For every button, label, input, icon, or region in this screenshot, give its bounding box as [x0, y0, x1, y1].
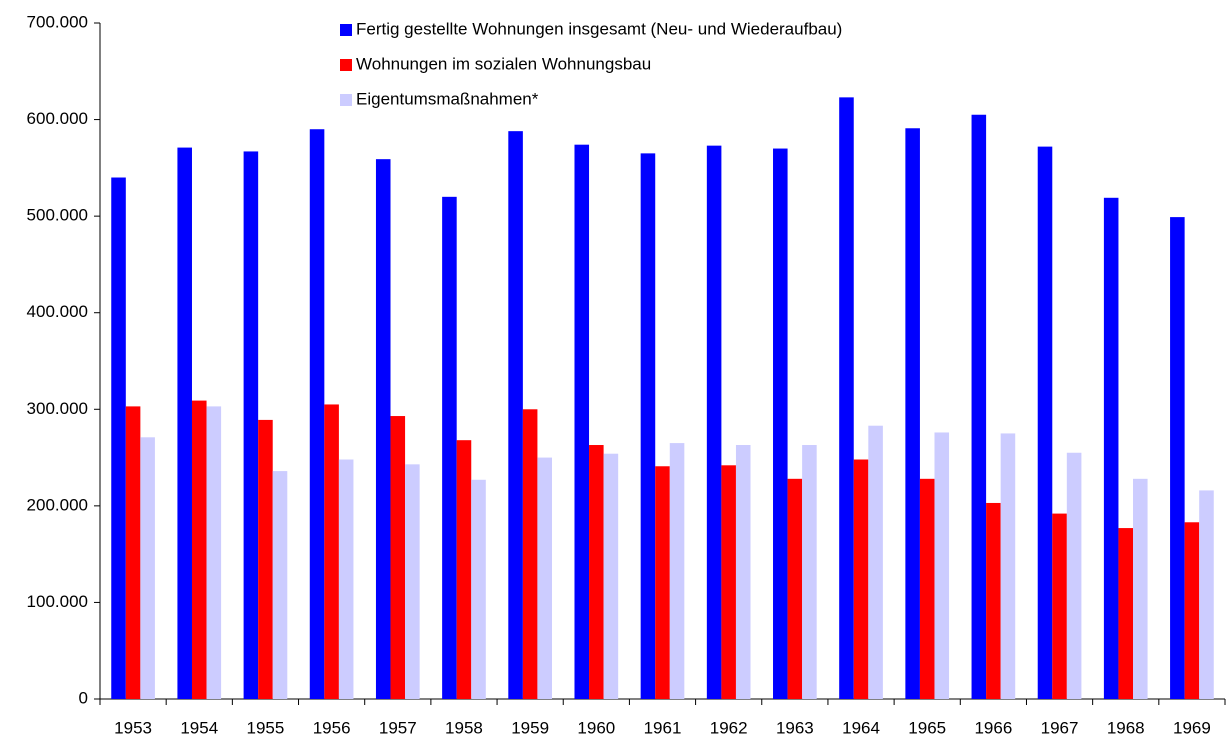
legend-swatch — [340, 59, 352, 71]
bar — [905, 128, 920, 699]
legend-label: Wohnungen im sozialen Wohnungsbau — [356, 54, 651, 73]
x-tick-label: 1964 — [842, 718, 880, 737]
bar — [868, 425, 883, 699]
bar — [1052, 513, 1067, 699]
bar — [1199, 490, 1214, 699]
x-tick-label: 1969 — [1173, 718, 1211, 737]
bar — [309, 129, 325, 699]
x-tick-label: 1958 — [445, 718, 483, 737]
bar — [589, 445, 604, 699]
bar — [1170, 217, 1185, 699]
bar — [140, 437, 155, 699]
bar — [1066, 452, 1082, 699]
bar — [375, 159, 391, 699]
bar — [1103, 197, 1119, 699]
bar — [206, 406, 222, 699]
bar — [934, 432, 950, 699]
x-tick-label: 1959 — [511, 718, 549, 737]
y-tick-label: 600.000 — [27, 109, 88, 128]
bar — [258, 419, 273, 699]
bar — [1184, 522, 1200, 699]
legend-swatch — [340, 24, 352, 36]
x-tick-label: 1960 — [577, 718, 615, 737]
bar — [537, 457, 552, 699]
bar — [243, 151, 259, 699]
y-tick-label: 500.000 — [27, 206, 88, 225]
bar — [456, 440, 472, 699]
x-tick-label: 1955 — [247, 718, 285, 737]
bar — [405, 464, 420, 699]
bar — [508, 131, 523, 699]
bar — [1000, 433, 1016, 699]
bar — [773, 148, 788, 700]
bar — [603, 453, 619, 699]
y-tick-label: 0 — [79, 688, 88, 707]
bar — [640, 153, 656, 699]
bar — [1133, 478, 1148, 699]
bar — [706, 145, 722, 699]
legend-swatch — [340, 94, 352, 106]
x-tick-label: 1966 — [974, 718, 1012, 737]
y-tick-label: 400.000 — [27, 302, 88, 321]
bar — [338, 459, 354, 699]
x-tick-label: 1956 — [313, 718, 351, 737]
x-tick-label: 1963 — [776, 718, 814, 737]
bar — [919, 478, 935, 699]
bar — [735, 445, 751, 699]
bar — [721, 465, 736, 699]
bar — [442, 196, 457, 700]
x-tick-label: 1957 — [379, 718, 417, 737]
bar — [853, 459, 869, 699]
bar — [1037, 146, 1053, 699]
bar — [655, 466, 670, 699]
x-tick-label: 1961 — [644, 718, 682, 737]
y-tick-label: 100.000 — [27, 592, 88, 611]
x-tick-label: 1953 — [114, 718, 152, 737]
bar — [522, 409, 538, 699]
bar — [111, 177, 126, 699]
legend-label: Fertig gestellte Wohnungen insgesamt (Ne… — [356, 19, 842, 38]
bar — [574, 144, 590, 699]
bar — [191, 400, 207, 699]
x-tick-label: 1967 — [1041, 718, 1079, 737]
y-tick-label: 700.000 — [27, 12, 88, 31]
bar — [802, 445, 817, 699]
bar — [125, 406, 141, 699]
bar — [471, 479, 486, 699]
legend-label: Eigentumsmaßnahmen* — [356, 89, 539, 108]
bar — [839, 97, 854, 700]
bar — [787, 478, 803, 699]
bar — [986, 502, 1001, 699]
bar — [177, 147, 192, 699]
y-tick-label: 200.000 — [27, 495, 88, 514]
bar — [272, 471, 288, 699]
y-tick-label: 300.000 — [27, 399, 88, 418]
x-tick-label: 1968 — [1107, 718, 1145, 737]
bar — [390, 416, 406, 699]
bar — [669, 443, 685, 699]
x-tick-label: 1965 — [908, 718, 946, 737]
bar — [324, 404, 339, 699]
x-tick-label: 1954 — [180, 718, 218, 737]
bar — [1118, 528, 1134, 699]
x-tick-label: 1962 — [710, 718, 748, 737]
bar — [971, 114, 987, 699]
